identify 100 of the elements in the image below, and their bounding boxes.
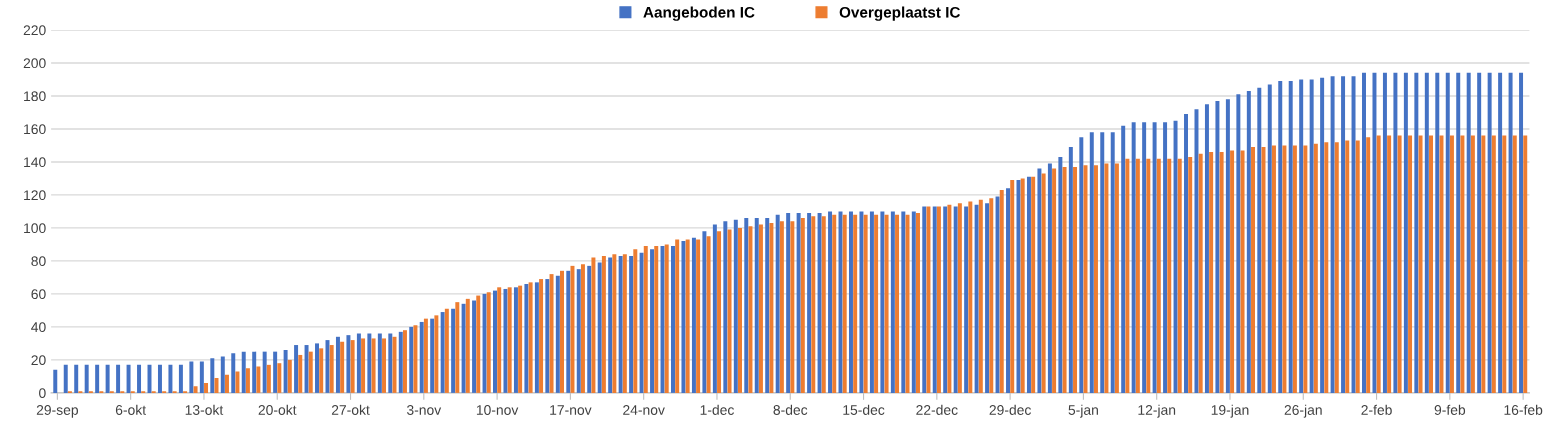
bar (329, 345, 334, 393)
bar (1408, 135, 1413, 393)
bar (1184, 114, 1188, 393)
bar (1508, 72, 1513, 393)
bar (1058, 156, 1063, 393)
bar (325, 340, 330, 393)
bar (905, 214, 910, 393)
bar (1320, 77, 1325, 393)
bar (943, 206, 948, 393)
bar (1519, 72, 1524, 393)
bar (105, 364, 110, 393)
bar (461, 303, 466, 393)
bar (566, 270, 571, 393)
bar (869, 211, 874, 393)
bar (712, 224, 717, 393)
bar (1188, 156, 1193, 393)
bar (1219, 152, 1224, 393)
y-tick-label: 0 (39, 388, 46, 399)
bar (199, 361, 204, 393)
x-tick-label: 17-nov (550, 405, 592, 415)
bar (916, 213, 920, 393)
bar (995, 196, 1000, 393)
bar (507, 287, 512, 393)
bar (601, 255, 606, 393)
bar (1445, 72, 1450, 393)
bar (388, 333, 393, 393)
bar (685, 239, 690, 393)
bar (1397, 135, 1402, 393)
bar (126, 364, 131, 393)
bar (660, 246, 665, 393)
bar (786, 213, 791, 393)
bar (796, 213, 801, 393)
bar (570, 265, 575, 393)
bar (53, 369, 58, 393)
bar (1439, 135, 1444, 393)
bar (1351, 76, 1356, 393)
bar (618, 255, 623, 393)
bar (1079, 137, 1084, 393)
bar (727, 229, 732, 393)
bar (74, 364, 79, 393)
y-tick-label: 120 (24, 190, 46, 201)
bar (1121, 125, 1126, 393)
bar (1429, 135, 1433, 393)
bar (1334, 142, 1339, 393)
bar (1114, 163, 1119, 393)
bar (1502, 135, 1507, 393)
bar (1456, 72, 1461, 393)
y-tick-label: 160 (24, 124, 46, 135)
x-tick-label: 19-jan (1211, 404, 1249, 418)
bar (178, 364, 183, 393)
bar (346, 335, 351, 393)
bar (1156, 158, 1161, 393)
bar (932, 206, 937, 393)
bar (419, 321, 424, 393)
bar (1282, 145, 1287, 393)
bar (116, 364, 121, 393)
bar (1345, 140, 1350, 393)
x-tick-label: 26-jan (1284, 404, 1322, 418)
bar (1146, 158, 1151, 393)
bar (926, 206, 931, 393)
bar (890, 211, 895, 393)
bar (1230, 150, 1235, 393)
x-tick-label: 22-dec (916, 404, 958, 415)
bar (968, 201, 973, 393)
bar (807, 213, 812, 393)
bar (978, 199, 983, 393)
bar (545, 279, 550, 393)
bar (1435, 72, 1440, 393)
bar (974, 204, 979, 393)
x-tick-label: 24-nov (623, 405, 665, 415)
bar (189, 361, 194, 393)
bar (1125, 158, 1130, 393)
x-tick-label: 27-okt (331, 404, 370, 415)
bar (539, 279, 544, 393)
bar (1424, 72, 1429, 393)
bar (1303, 145, 1308, 393)
bar (800, 218, 805, 393)
bar (356, 333, 361, 393)
bar (1487, 72, 1492, 393)
x-tick-label: 15-dec (843, 404, 885, 415)
bar (277, 363, 282, 393)
bar (706, 236, 711, 393)
bar (1225, 99, 1230, 393)
bar (371, 338, 376, 393)
bar (580, 264, 585, 393)
bar (842, 214, 847, 393)
y-tick-label: 20 (31, 355, 46, 366)
bar (84, 364, 89, 393)
bar (423, 318, 428, 393)
bar (947, 204, 952, 393)
bar (874, 214, 879, 393)
bar (1299, 79, 1304, 393)
bar (717, 231, 722, 393)
bar (434, 315, 439, 393)
bar (534, 282, 539, 393)
bar (576, 269, 581, 393)
bar (241, 351, 246, 393)
bar (675, 239, 680, 393)
bar (137, 364, 142, 393)
bar (643, 246, 648, 393)
